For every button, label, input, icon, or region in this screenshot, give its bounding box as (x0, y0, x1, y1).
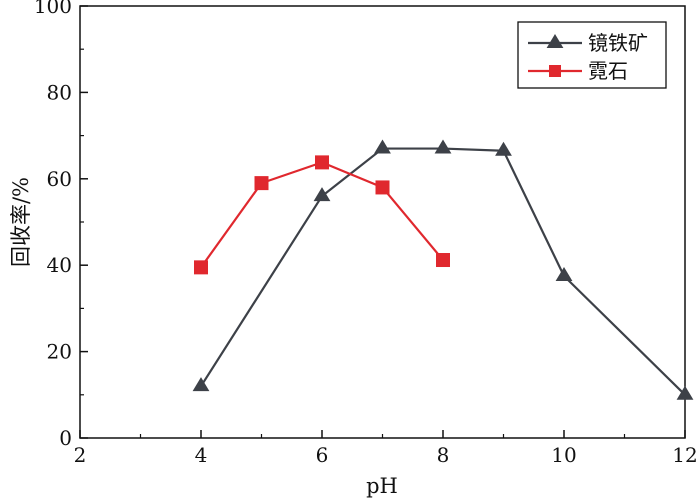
legend-marker-square (549, 65, 561, 77)
legend-label-aegirine: 霓石 (588, 59, 628, 83)
data-point-square (315, 155, 329, 170)
x-tick-label: 10 (551, 443, 576, 467)
data-point-square (194, 260, 208, 275)
y-tick-label: 80 (47, 80, 72, 104)
legend-label-hematite: 镜铁矿 (588, 31, 648, 55)
legend-marker-triangle (546, 34, 564, 48)
y-tick-label: 40 (47, 253, 72, 277)
series-layer (192, 139, 694, 400)
x-tick-label: 2 (74, 443, 87, 467)
y-tick-label: 20 (47, 340, 72, 364)
y-axis-label: 回收率/% (9, 177, 33, 267)
data-point-square (375, 180, 390, 195)
legend-box (517, 21, 667, 89)
x-tick-label: 4 (195, 443, 208, 467)
x-tick-label: 6 (316, 443, 329, 467)
x-axis-label: pH (366, 474, 398, 498)
y-axis: 0 20 40 60 80 100 (34, 0, 88, 450)
data-point-triangle (313, 187, 331, 202)
y-tick-label: 100 (34, 0, 72, 18)
data-point-triangle (374, 139, 391, 154)
y-tick-label: 0 (59, 426, 72, 450)
data-point-triangle (495, 141, 512, 156)
x-axis: 2 4 6 8 10 12 (74, 430, 698, 467)
y-tick-label: 60 (47, 167, 72, 191)
x-tick-label: 12 (672, 443, 697, 467)
legend: 镜铁矿 霓石 (517, 21, 667, 89)
data-point-triangle (434, 139, 452, 154)
data-point-triangle (192, 377, 210, 392)
series-line-1 (200, 161, 444, 269)
x-tick-label: 8 (437, 443, 450, 467)
data-point-triangle (676, 385, 694, 400)
data-point-triangle (555, 267, 573, 281)
data-point-square (436, 253, 450, 268)
data-point-square (254, 176, 269, 191)
series-line-0 (200, 147, 686, 396)
